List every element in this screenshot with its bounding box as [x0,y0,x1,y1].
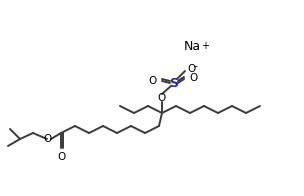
Text: O: O [158,93,166,103]
Text: Na: Na [183,40,201,53]
Text: S: S [170,76,178,90]
Text: O: O [187,64,195,74]
Text: O: O [189,73,197,83]
Text: O: O [43,134,51,144]
Text: +: + [201,41,209,51]
Text: O: O [149,76,157,86]
Text: O: O [57,152,65,162]
Text: -: - [193,61,197,71]
